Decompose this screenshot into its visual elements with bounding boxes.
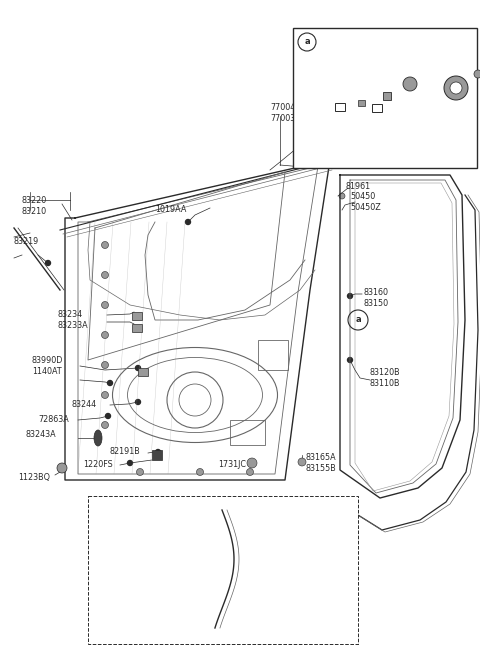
Text: 83243A: 83243A [26, 430, 57, 439]
Circle shape [444, 76, 468, 100]
Ellipse shape [94, 430, 102, 446]
Text: 83165A
83155B: 83165A 83155B [118, 560, 149, 580]
Text: a: a [355, 316, 361, 325]
Bar [88, 496, 358, 644]
Text: 1731JC: 1731JC [218, 460, 246, 469]
Circle shape [46, 260, 50, 266]
Bar [293, 28, 477, 168]
Circle shape [348, 293, 352, 298]
Text: 50450
50450Z: 50450 50450Z [350, 192, 381, 212]
Text: 82191B: 82191B [110, 447, 141, 456]
Text: 83120B
83110B: 83120B 83110B [370, 368, 401, 388]
Bar [152, 450, 162, 460]
Bar [138, 368, 148, 376]
Text: 81546: 81546 [308, 105, 333, 114]
Text: 83234
83233A: 83234 83233A [57, 310, 88, 330]
Circle shape [247, 468, 253, 476]
Text: 77004
77003: 77004 77003 [270, 103, 295, 123]
Circle shape [106, 413, 110, 419]
Text: 1019AA: 1019AA [155, 205, 186, 214]
Circle shape [135, 365, 141, 371]
Text: (W/POWER SILDING DOOR): (W/POWER SILDING DOOR) [103, 510, 211, 519]
Circle shape [101, 272, 108, 279]
Text: 81961: 81961 [345, 182, 370, 191]
Bar [335, 103, 345, 111]
Circle shape [298, 458, 306, 466]
Text: 83990D
1140AT: 83990D 1140AT [32, 356, 63, 376]
Circle shape [450, 82, 462, 94]
Text: 83165A
83155B: 83165A 83155B [305, 453, 336, 473]
Circle shape [403, 77, 417, 91]
Text: 72863A: 72863A [38, 415, 69, 424]
Circle shape [247, 458, 257, 468]
Circle shape [185, 220, 191, 224]
Text: 81477: 81477 [370, 78, 395, 87]
Circle shape [196, 468, 204, 476]
Circle shape [156, 449, 160, 455]
Text: 83160
83150: 83160 83150 [363, 288, 388, 308]
Text: 1129EE: 1129EE [355, 125, 385, 134]
Text: 1220FS: 1220FS [83, 460, 113, 469]
Bar [372, 104, 382, 112]
Bar [383, 92, 391, 100]
Text: 83244: 83244 [72, 400, 97, 409]
Circle shape [348, 358, 352, 363]
Circle shape [136, 468, 144, 476]
Circle shape [57, 463, 67, 473]
Circle shape [101, 392, 108, 398]
Text: 81540
81540A: 81540 81540A [442, 85, 473, 105]
Text: 1123BQ: 1123BQ [18, 473, 50, 482]
Bar [258, 340, 288, 370]
Circle shape [217, 513, 223, 519]
Bar [230, 420, 265, 445]
Circle shape [339, 193, 345, 199]
Circle shape [101, 331, 108, 338]
Text: 77121
77111: 77121 77111 [292, 136, 317, 156]
Circle shape [128, 461, 132, 466]
Circle shape [101, 302, 108, 308]
Bar [132, 312, 142, 320]
Circle shape [101, 361, 108, 369]
Text: 83219: 83219 [14, 237, 39, 246]
Text: a: a [304, 37, 310, 47]
Circle shape [101, 241, 108, 249]
Circle shape [135, 400, 141, 405]
Circle shape [474, 70, 480, 78]
Text: 83220
83210: 83220 83210 [22, 196, 47, 216]
Bar [132, 324, 142, 332]
Circle shape [101, 422, 108, 428]
Bar [358, 100, 365, 106]
Circle shape [108, 380, 112, 386]
